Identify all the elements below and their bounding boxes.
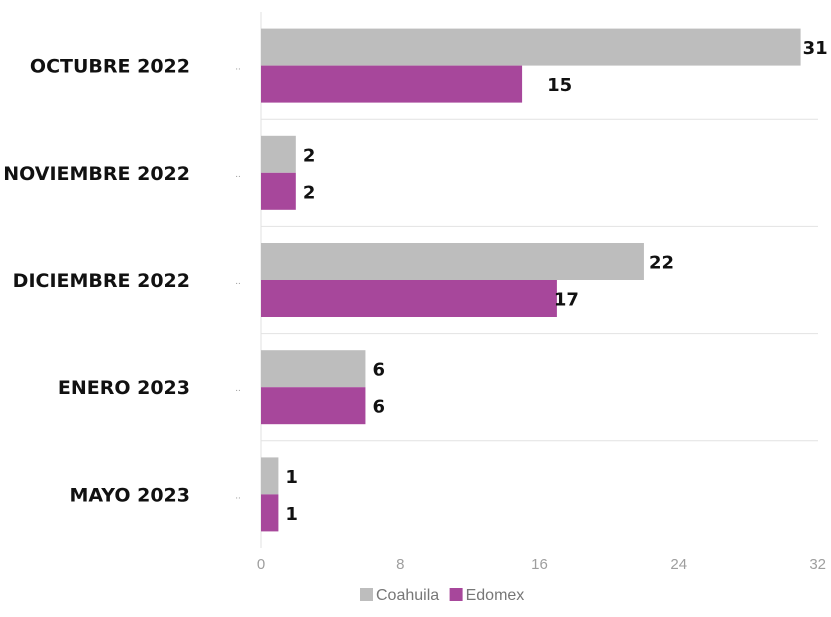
legend-label: Coahuila <box>376 587 439 604</box>
category-tick-marker: .. <box>235 276 241 287</box>
bar-edomex <box>261 494 279 532</box>
x-tick-label: 0 <box>257 556 265 573</box>
legend-swatch <box>360 588 373 601</box>
legend: Coahuila Edomex <box>360 587 524 604</box>
value-label: 6 <box>372 360 385 381</box>
x-tick-label: 24 <box>670 556 687 573</box>
bar-edomex <box>261 280 557 317</box>
value-label: 1 <box>285 467 298 488</box>
value-label: 2 <box>303 145 316 166</box>
legend-swatch <box>449 588 463 601</box>
value-label: 22 <box>649 253 674 274</box>
value-label: 2 <box>303 182 316 203</box>
category-tick-marker: .. <box>235 490 241 501</box>
category-label: NOVIEMBRE 2022 <box>3 163 190 185</box>
x-tick-label: 8 <box>396 556 404 573</box>
category-label: OCTUBRE 2022 <box>30 56 190 78</box>
value-label: 17 <box>554 290 579 311</box>
category-tick-marker: .. <box>235 62 241 73</box>
x-axis: 0 8 16 24 32 <box>257 556 826 573</box>
value-label: 1 <box>285 504 298 525</box>
legend-label: Edomex <box>466 587 525 604</box>
bar-coahuila <box>261 350 366 388</box>
category-tick-marker: .. <box>235 169 241 180</box>
category-label: MAYO 2023 <box>69 484 190 506</box>
value-label: 31 <box>803 38 828 59</box>
bar-coahuila <box>261 457 279 495</box>
bar-edomex <box>261 172 296 210</box>
value-label: 6 <box>372 397 385 418</box>
category-label: ENERO 2023 <box>58 377 190 399</box>
bar-coahuila <box>261 135 296 173</box>
category-tick-marker: .. <box>235 383 241 394</box>
value-label: 15 <box>547 75 572 96</box>
bar-coahuila <box>261 243 644 280</box>
bar-coahuila <box>261 28 801 66</box>
x-tick-label: 16 <box>531 556 548 573</box>
bars <box>261 28 801 532</box>
x-tick-label: 32 <box>809 556 826 573</box>
category-label: DICIEMBRE 2022 <box>13 270 190 292</box>
bar-edomex <box>261 65 523 103</box>
bar-edomex <box>261 387 366 425</box>
